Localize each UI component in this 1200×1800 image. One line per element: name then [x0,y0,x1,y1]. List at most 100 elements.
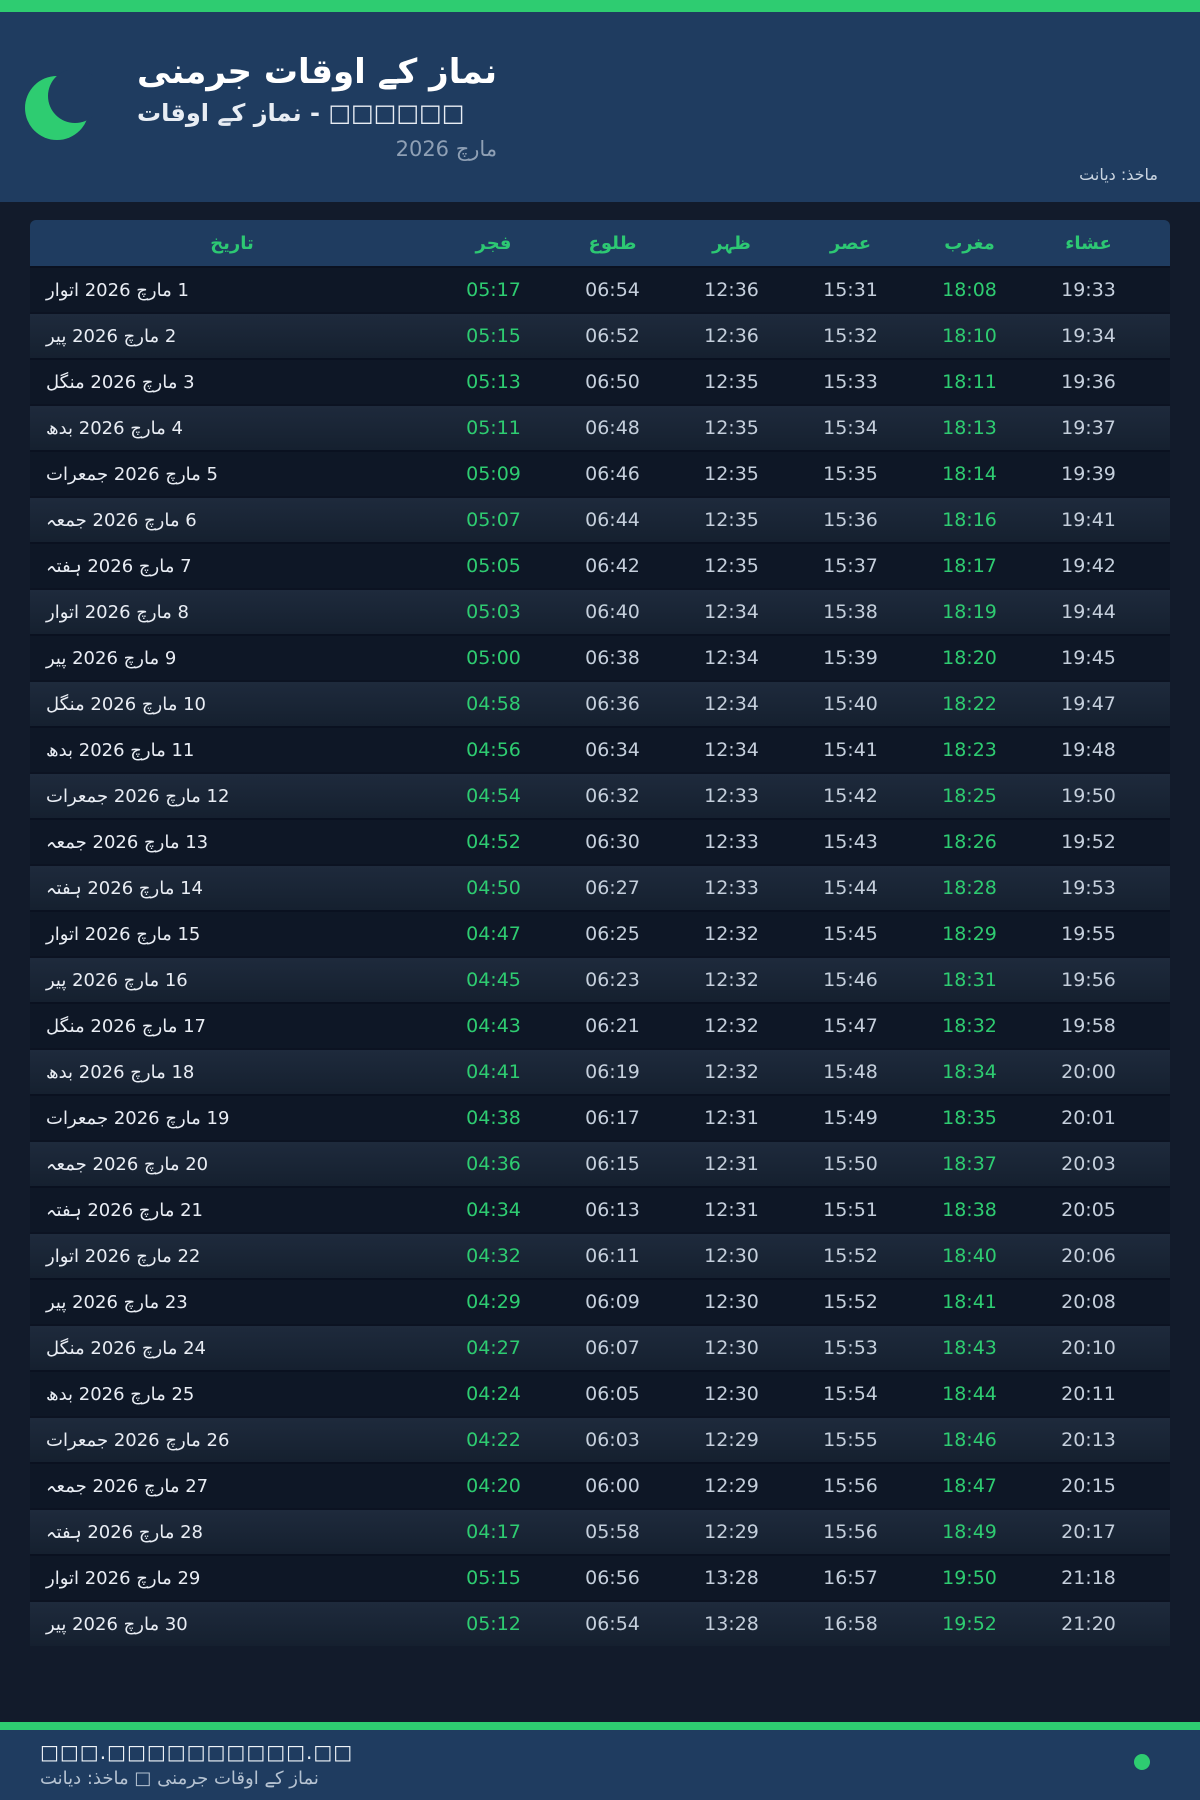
fajr-time: 05:05 [466,555,521,577]
sunrise-time: 06:03 [585,1429,640,1451]
sunrise-time: 06:52 [585,325,640,347]
fajr-time: 04:36 [466,1153,521,1175]
isha-time: 19:48 [1061,739,1116,761]
isha-time: 20:01 [1061,1107,1116,1129]
maghrib-time: 18:43 [942,1337,997,1359]
table-row: 4 مارچ 2026 بدھ 05:11 06:48 12:35 15:34 18:13… [30,404,1170,450]
maghrib-time: 19:50 [942,1567,997,1589]
zuhr-time: 12:35 [704,555,759,577]
asr-time: 15:56 [823,1521,878,1543]
table-row: 29 مارچ 2026 اتوار 05:15 06:56 13:28 16:57 19… [30,1554,1170,1600]
date-cell: 21 مارچ 2026 ہفتہ [46,1199,203,1221]
sunrise-time: 06:15 [585,1153,640,1175]
zuhr-time: 12:34 [704,601,759,623]
table-body: 1 مارچ 2026 اتوار 05:17 06:54 12:36 15:31 18:… [30,266,1170,1646]
maghrib-time: 18:25 [942,785,997,807]
table-row: 24 مارچ 2026 منگل 04:27 06:07 12:30 15:53 18:… [30,1324,1170,1370]
isha-time: 20:11 [1061,1383,1116,1405]
header: نماز کے اوقات جرمنی نماز کے اوقات - □□□□… [0,12,1200,202]
date-cell: 3 مارچ 2026 منگل [46,371,195,393]
maghrib-time: 18:31 [942,969,997,991]
date-cell: 10 مارچ 2026 منگل [46,693,206,715]
isha-time: 19:39 [1061,463,1116,485]
asr-time: 15:41 [823,739,878,761]
sunrise-time: 06:25 [585,923,640,945]
asr-time: 15:38 [823,601,878,623]
isha-time: 19:50 [1061,785,1116,807]
isha-time: 19:53 [1061,877,1116,899]
date-cell: 27 مارچ 2026 جمعہ [46,1475,209,1497]
zuhr-time: 12:30 [704,1337,759,1359]
fajr-time: 04:52 [466,831,521,853]
table-row: 18 مارچ 2026 بدھ 04:41 06:19 12:32 15:48 18:3… [30,1048,1170,1094]
column-header-fajr: فجر [475,232,512,254]
maghrib-time: 18:23 [942,739,997,761]
sunrise-time: 06:42 [585,555,640,577]
sunrise-time: 06:19 [585,1061,640,1083]
table-row: 30 مارچ 2026 پیر 05:12 06:54 13:28 16:58 19:5… [30,1600,1170,1646]
table-header-row: تاریخ فجر طلوع ظہر عصر مغرب عشاء [30,220,1170,266]
date-cell: 20 مارچ 2026 جمعہ [46,1153,209,1175]
asr-time: 15:56 [823,1475,878,1497]
maghrib-time: 18:11 [942,371,997,393]
isha-time: 19:41 [1061,509,1116,531]
fajr-time: 05:15 [466,325,521,347]
maghrib-time: 18:20 [942,647,997,669]
column-header-maghrib: مغرب [944,232,995,254]
zuhr-time: 12:34 [704,647,759,669]
fajr-time: 05:11 [466,417,521,439]
zuhr-time: 12:32 [704,1015,759,1037]
sunrise-time: 06:17 [585,1107,640,1129]
zuhr-time: 12:35 [704,509,759,531]
month-year-label: مارچ 2026 [395,136,498,161]
asr-time: 15:54 [823,1383,878,1405]
asr-time: 15:47 [823,1015,878,1037]
date-cell: 29 مارچ 2026 اتوار [46,1567,201,1589]
date-cell: 30 مارچ 2026 پیر [46,1613,188,1635]
isha-time: 19:37 [1061,417,1116,439]
isha-time: 19:34 [1061,325,1116,347]
date-cell: 14 مارچ 2026 ہفتہ [46,877,203,899]
sunrise-time: 06:50 [585,371,640,393]
asr-time: 15:32 [823,325,878,347]
sunrise-time: 06:00 [585,1475,640,1497]
header-text-block: نماز کے اوقات جرمنی نماز کے اوقات - □□□□… [137,53,498,161]
fajr-time: 05:03 [466,601,521,623]
zuhr-time: 12:30 [704,1291,759,1313]
date-cell: 7 مارچ 2026 ہفتہ [46,555,192,577]
maghrib-time: 18:38 [942,1199,997,1221]
maghrib-time: 18:46 [942,1429,997,1451]
fajr-time: 04:38 [466,1107,521,1129]
date-cell: 6 مارچ 2026 جمعہ [46,509,197,531]
maghrib-time: 18:13 [942,417,997,439]
fajr-time: 04:22 [466,1429,521,1451]
maghrib-time: 18:16 [942,509,997,531]
asr-time: 15:39 [823,647,878,669]
maghrib-time: 18:44 [942,1383,997,1405]
asr-time: 15:51 [823,1199,878,1221]
asr-time: 15:52 [823,1245,878,1267]
date-cell: 2 مارچ 2026 پیر [46,325,177,347]
asr-time: 15:40 [823,693,878,715]
green-dot-icon [1134,1754,1150,1770]
isha-time: 19:52 [1061,831,1116,853]
maghrib-time: 18:32 [942,1015,997,1037]
sunrise-time: 06:54 [585,279,640,301]
table-row: 10 مارچ 2026 منگل 04:58 06:36 12:34 15:40 18:… [30,680,1170,726]
isha-time: 19:36 [1061,371,1116,393]
fajr-time: 04:20 [466,1475,521,1497]
fajr-time: 04:24 [466,1383,521,1405]
zuhr-time: 12:29 [704,1521,759,1543]
table-row: 23 مارچ 2026 پیر 04:29 06:09 12:30 15:52 18:4… [30,1278,1170,1324]
zuhr-time: 13:28 [704,1567,759,1589]
zuhr-time: 12:29 [704,1429,759,1451]
column-header-date: تاریخ [210,232,254,254]
sunrise-time: 06:11 [585,1245,640,1267]
maghrib-time: 18:40 [942,1245,997,1267]
sunrise-time: 06:07 [585,1337,640,1359]
table-row: 3 مارچ 2026 منگل 05:13 06:50 12:35 15:33 18:1… [30,358,1170,404]
column-header-zuhr: ظہر [712,232,751,254]
isha-time: 20:00 [1061,1061,1116,1083]
asr-time: 15:42 [823,785,878,807]
fajr-time: 05:13 [466,371,521,393]
